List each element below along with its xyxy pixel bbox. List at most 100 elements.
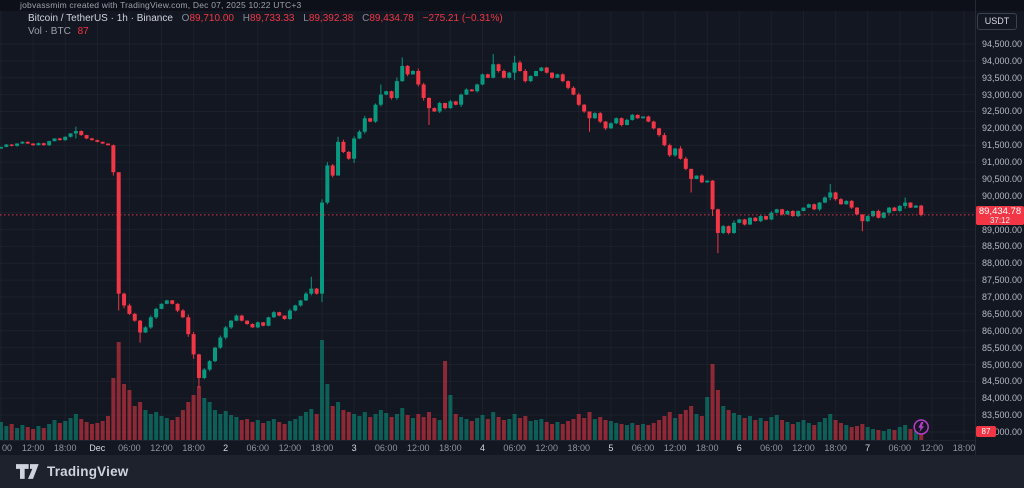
candle-body bbox=[496, 64, 501, 71]
volume-bar bbox=[710, 364, 715, 440]
volume-bar bbox=[828, 414, 833, 440]
volume-bar bbox=[844, 425, 849, 440]
candle-body bbox=[710, 180, 715, 210]
candle-body bbox=[715, 209, 720, 233]
candle-body bbox=[79, 131, 84, 136]
tradingview-logo-icon[interactable] bbox=[16, 464, 40, 479]
price-axis-label: 89,000.00 bbox=[982, 224, 1023, 235]
candle-body bbox=[405, 65, 410, 75]
time-axis-label: 18:00 bbox=[53, 443, 77, 453]
volume-bar bbox=[164, 418, 169, 440]
candle-body bbox=[774, 209, 779, 213]
candlestick-chart[interactable] bbox=[0, 0, 976, 455]
high-label: H bbox=[242, 13, 250, 24]
volume-bar bbox=[320, 340, 324, 440]
price-axis-label: 83,500.00 bbox=[982, 410, 1023, 421]
candle-body bbox=[855, 207, 859, 215]
candle-body bbox=[180, 310, 185, 318]
candle-body bbox=[662, 135, 667, 146]
volume-bar bbox=[293, 419, 298, 440]
candle-body bbox=[566, 81, 571, 88]
time-axis-label: 06:00 bbox=[503, 443, 526, 453]
price-axis-label: 84,000.00 bbox=[982, 393, 1023, 404]
volume-bar bbox=[394, 414, 399, 440]
symbol-legend[interactable]: Bitcoin / TetherUS · 1h · Binance O89,71… bbox=[28, 13, 503, 37]
candle-body bbox=[271, 312, 276, 318]
volume-bar bbox=[100, 421, 105, 440]
candle-body bbox=[394, 81, 399, 98]
volume-bar bbox=[207, 402, 212, 440]
volume-bar bbox=[641, 424, 645, 440]
candle-body bbox=[346, 151, 351, 159]
candle-body bbox=[528, 76, 533, 82]
volume-bar bbox=[849, 427, 854, 440]
candle-body bbox=[833, 192, 838, 200]
candle-body bbox=[63, 136, 68, 141]
lightning-badge-icon[interactable] bbox=[913, 419, 929, 435]
price-axis-label: 86,000.00 bbox=[982, 325, 1023, 336]
symbol-title[interactable]: Bitcoin / TetherUS · 1h · Binance bbox=[28, 13, 173, 24]
candle-body bbox=[539, 67, 544, 71]
candle-body bbox=[630, 114, 635, 120]
volume-bar bbox=[726, 410, 731, 440]
candle-body bbox=[919, 205, 924, 215]
candle-body bbox=[202, 369, 207, 379]
volume-bar bbox=[774, 415, 779, 440]
candle-body bbox=[453, 101, 458, 105]
volume-bar bbox=[731, 413, 736, 440]
volume-bar bbox=[833, 420, 838, 440]
volume-bar bbox=[68, 418, 73, 440]
currency-toggle-button[interactable]: USDT bbox=[977, 13, 1017, 30]
price-axis-label: 94,000.00 bbox=[982, 55, 1023, 66]
volume-bar bbox=[748, 416, 752, 440]
candle-body bbox=[132, 313, 137, 321]
volume-bar bbox=[89, 424, 94, 440]
volume-bar bbox=[742, 418, 747, 440]
candle-body bbox=[646, 116, 651, 122]
open-value: 89,710.00 bbox=[189, 13, 234, 24]
candle-body bbox=[475, 84, 480, 92]
candles bbox=[0, 54, 924, 389]
volume-bar bbox=[143, 410, 148, 440]
candle-body bbox=[753, 217, 758, 222]
volume-bar bbox=[336, 402, 341, 440]
price-axis-label: 88,000.00 bbox=[982, 258, 1023, 269]
volume-value: 87 bbox=[77, 26, 89, 37]
candle-body bbox=[138, 320, 143, 333]
volume-bar bbox=[464, 419, 469, 440]
candle-body bbox=[95, 140, 100, 142]
candle-body bbox=[239, 315, 244, 321]
volume-bar bbox=[373, 414, 378, 440]
time-axis-label: 18:00 bbox=[567, 443, 591, 453]
time-axis[interactable]: 00 12:00 18:00 Dec 06:00 12:00 18:00 2 06:00 12:0… bbox=[0, 441, 975, 455]
candle-body bbox=[838, 199, 843, 205]
volume-bar bbox=[36, 426, 41, 440]
candle-body bbox=[378, 94, 383, 105]
candle-body bbox=[694, 175, 699, 179]
volume-bar bbox=[9, 424, 14, 440]
candle-body bbox=[282, 315, 287, 319]
volume-bar bbox=[362, 412, 367, 440]
time-axis-label: 18:00 bbox=[439, 443, 462, 453]
volume-bar bbox=[860, 424, 865, 440]
volume-bar bbox=[277, 422, 282, 440]
price-axis[interactable]: 94,500.00 94,000.00 93,500.00 93,000.00 92,5… bbox=[975, 0, 1024, 455]
candle-body bbox=[737, 219, 742, 223]
price-axis-label: 84,500.00 bbox=[982, 376, 1023, 387]
price-axis-label: 85,000.00 bbox=[982, 359, 1023, 370]
legend-row-main: Bitcoin / TetherUS · 1h · Binance O89,71… bbox=[28, 13, 503, 24]
candle-body bbox=[828, 192, 833, 198]
volume-bar bbox=[15, 428, 20, 440]
volume-bar bbox=[817, 422, 822, 440]
time-axis-label: 5 bbox=[608, 443, 614, 453]
volume-bar bbox=[95, 423, 100, 440]
candle-body bbox=[726, 226, 731, 233]
volume-bar bbox=[790, 424, 795, 440]
current-price-value: 89,434.78 bbox=[978, 206, 1022, 217]
price-axis-label: 93,500.00 bbox=[982, 72, 1023, 83]
tradingview-brand-text[interactable]: TradingView bbox=[47, 464, 129, 479]
volume-bar bbox=[116, 342, 121, 440]
candle-body bbox=[325, 165, 330, 203]
high-value: 89,733.33 bbox=[249, 13, 295, 24]
attribution-bar: jobvassmim created with TradingView.com,… bbox=[0, 0, 1024, 11]
